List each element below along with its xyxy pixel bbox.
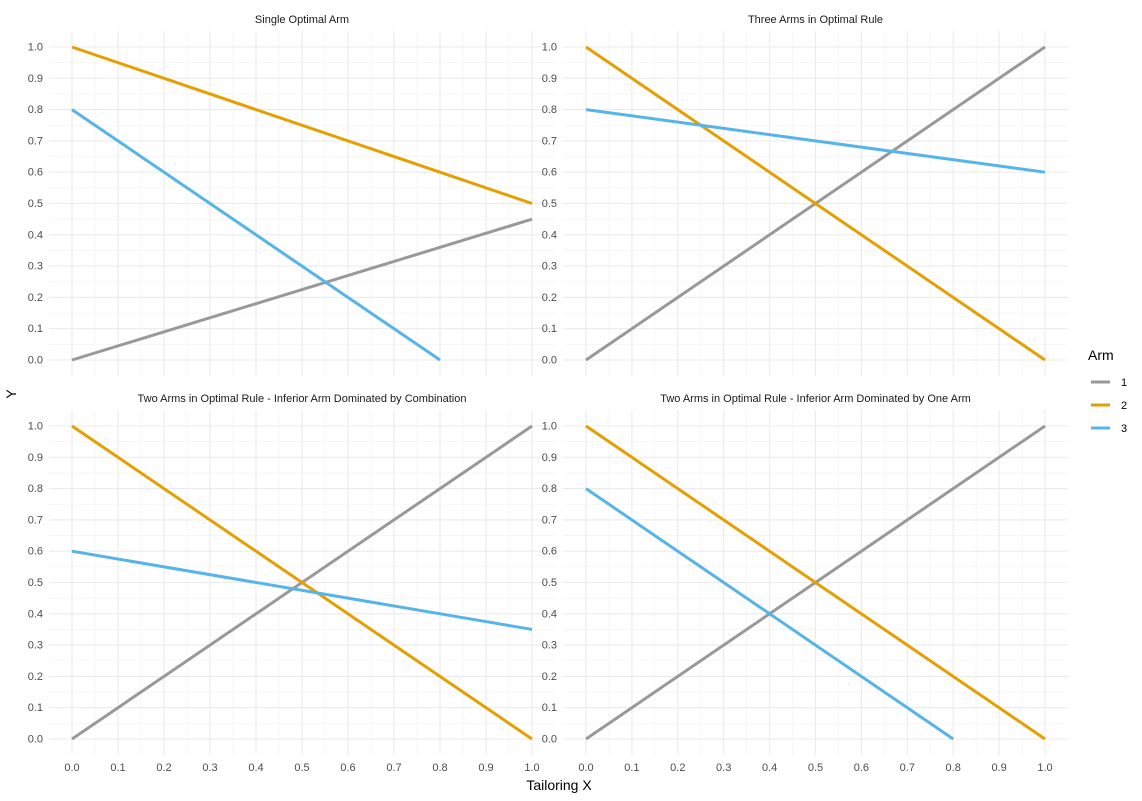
legend-entry-3: 3 xyxy=(1091,423,1127,435)
gridlines xyxy=(563,410,1068,755)
y-tick-label: 0.1 xyxy=(28,323,43,335)
y-tick-label: 0.0 xyxy=(542,734,557,746)
y-tick-label: 0.2 xyxy=(28,671,43,683)
panel-2: Three Arms in Optimal Rule 0.0 0.1 0.2 0.3 0.… xyxy=(542,14,1068,376)
x-tick-label: 0.2 xyxy=(670,762,685,774)
legend: Arm 1 2 3 xyxy=(1088,347,1127,435)
y-tick-label: 1.0 xyxy=(542,421,557,433)
x-tick-label: 0.6 xyxy=(854,762,869,774)
gridlines xyxy=(49,410,555,755)
panel-title: Three Arms in Optimal Rule xyxy=(748,14,883,26)
y-tick-label: 0.2 xyxy=(542,292,557,304)
legend-label: 3 xyxy=(1121,423,1127,435)
y-tick-label: 0.8 xyxy=(28,483,43,495)
y-tick-label: 0.3 xyxy=(28,261,43,273)
legend-label: 1 xyxy=(1121,377,1127,389)
x-tick-label: 0.0 xyxy=(578,762,593,774)
panel-title: Two Arms in Optimal Rule - Inferior Arm … xyxy=(138,393,467,405)
y-tick-label: 0.8 xyxy=(542,104,557,116)
y-tick-label: 0.2 xyxy=(28,292,43,304)
y-tick-label: 0.9 xyxy=(28,452,43,464)
series-line-arm-3 xyxy=(71,549,533,631)
y-tick-label: 0.8 xyxy=(542,483,557,495)
y-tick-label: 0.5 xyxy=(28,577,43,589)
y-tick-label: 0.7 xyxy=(542,135,557,147)
y-tick-label: 0.9 xyxy=(28,73,43,85)
y-tick-label: 1.0 xyxy=(542,42,557,54)
x-tick-label: 0.8 xyxy=(946,762,961,774)
y-tick-label: 0.6 xyxy=(28,167,43,179)
y-tick-label: 0.1 xyxy=(28,702,43,714)
x-tick-label: 0.0 xyxy=(64,762,79,774)
y-tick-label: 0.3 xyxy=(542,640,557,652)
panel-title: Two Arms in Optimal Rule - Inferior Arm … xyxy=(660,393,971,405)
y-tick-label: 0.8 xyxy=(28,104,43,116)
y-tick-label: 0.2 xyxy=(542,671,557,683)
x-tick-label: 0.5 xyxy=(294,762,309,774)
legend-entry-1: 1 xyxy=(1091,377,1127,389)
x-tick-label: 0.3 xyxy=(202,762,217,774)
x-tick-label: 0.1 xyxy=(110,762,125,774)
x-tick-label: 0.7 xyxy=(900,762,915,774)
x-tick-label: 0.4 xyxy=(248,762,263,774)
x-tick-label: 1.0 xyxy=(1037,762,1052,774)
y-tick-label: 0.5 xyxy=(542,198,557,210)
x-tick-label: 0.3 xyxy=(716,762,731,774)
x-axis-title: Tailoring X xyxy=(526,777,592,793)
y-tick-label: 0.5 xyxy=(542,577,557,589)
y-tick-label: 0.3 xyxy=(542,261,557,273)
gridlines xyxy=(49,31,555,376)
series-line-arm-2 xyxy=(585,424,1046,741)
x-tick-label: 0.8 xyxy=(432,762,447,774)
x-tick-label: 0.4 xyxy=(762,762,777,774)
y-tick-label: 0.9 xyxy=(542,452,557,464)
legend-label: 2 xyxy=(1121,400,1127,412)
panels-layer: Single Optimal Arm 0.0 0.1 0.2 0.3 0.4 0.5 0.6 0… xyxy=(28,14,1068,774)
x-tick-label: 0.2 xyxy=(156,762,171,774)
panel-4: Two Arms in Optimal Rule - Inferior Arm … xyxy=(542,393,1068,774)
x-tick-label: 0.7 xyxy=(386,762,401,774)
y-tick-label: 0.4 xyxy=(542,229,557,241)
y-tick-label: 0.7 xyxy=(28,514,43,526)
y-tick-label: 0.4 xyxy=(28,608,43,620)
panel-1: Single Optimal Arm 0.0 0.1 0.2 0.3 0.4 0.5 0.6 0… xyxy=(28,14,555,376)
y-tick-label: 0.7 xyxy=(542,514,557,526)
x-tick-label: 0.9 xyxy=(478,762,493,774)
y-tick-label: 0.6 xyxy=(542,167,557,179)
series-line-arm-2 xyxy=(585,45,1046,362)
y-tick-label: 0.7 xyxy=(28,135,43,147)
y-tick-label: 0.0 xyxy=(542,355,557,367)
y-tick-label: 1.0 xyxy=(28,42,43,54)
legend-entry-2: 2 xyxy=(1091,400,1127,412)
x-tick-label: 0.5 xyxy=(808,762,823,774)
series-line-arm-3 xyxy=(585,487,955,741)
x-tick-label: 1.0 xyxy=(524,762,539,774)
panel-3: Two Arms in Optimal Rule - Inferior Arm … xyxy=(28,393,555,774)
x-tick-label: 0.1 xyxy=(624,762,639,774)
y-tick-label: 0.4 xyxy=(28,229,43,241)
legend-entries: 1 2 3 xyxy=(1091,377,1127,435)
x-tick-label: 0.6 xyxy=(340,762,355,774)
y-tick-label: 0.9 xyxy=(542,73,557,85)
series-line-arm-1 xyxy=(71,217,533,362)
y-tick-label: 0.1 xyxy=(542,702,557,714)
series-line-arm-2 xyxy=(71,45,533,205)
y-tick-label: 0.3 xyxy=(28,640,43,652)
y-tick-label: 0.1 xyxy=(542,323,557,335)
y-tick-label: 0.0 xyxy=(28,355,43,367)
legend-title: Arm xyxy=(1088,347,1114,363)
y-tick-label: 0.4 xyxy=(542,608,557,620)
y-tick-label: 0.5 xyxy=(28,198,43,210)
series-line-arm-3 xyxy=(585,108,1046,174)
y-tick-label: 0.0 xyxy=(28,734,43,746)
y-tick-label: 1.0 xyxy=(28,421,43,433)
panel-title: Single Optimal Arm xyxy=(255,14,349,26)
y-tick-label: 0.6 xyxy=(28,546,43,558)
y-axis-title: Y xyxy=(3,389,19,399)
y-tick-label: 0.6 xyxy=(542,546,557,558)
x-tick-label: 0.9 xyxy=(991,762,1006,774)
series-line-arm-3 xyxy=(71,108,441,362)
series-line-arm-2 xyxy=(71,424,533,741)
